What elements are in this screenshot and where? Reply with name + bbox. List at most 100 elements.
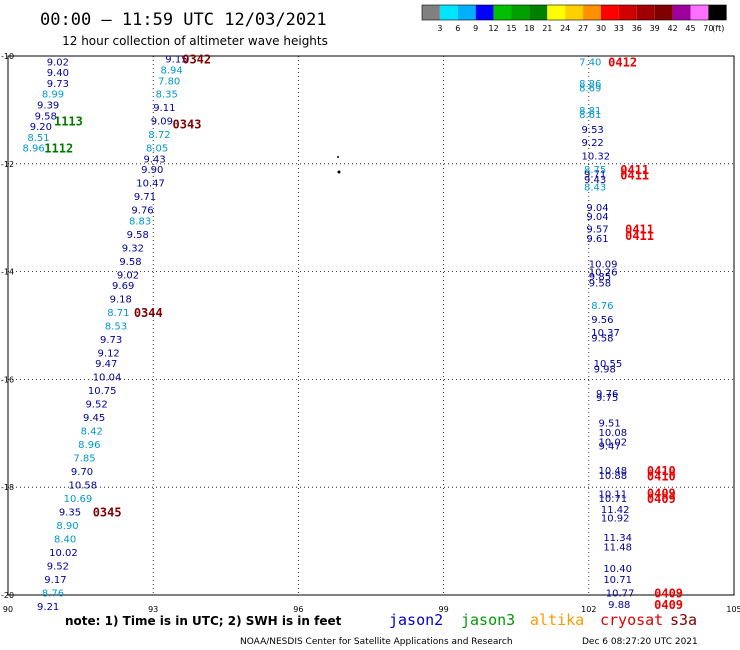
wave-height-label: 10.48 — [598, 466, 627, 477]
wave-height-label: 8.72 — [148, 130, 170, 141]
wave-height-label: 8.51 — [27, 133, 49, 144]
color-scale-label: 18 — [524, 24, 534, 33]
wave-height-label: 9.58 — [35, 111, 57, 122]
wave-height-label: 10.58 — [69, 481, 98, 492]
wave-height-label: 9.04 — [586, 212, 608, 223]
color-scale-label: 12 — [489, 24, 499, 33]
pass-time-label: 0410 — [647, 464, 676, 478]
color-scale-swatch — [636, 5, 655, 20]
color-scale-legend: 3 6 9 12 15 18 21 24 27 30 33 36 39 42 45 70(ft) — [421, 4, 727, 33]
color-scale-swatch — [708, 5, 727, 20]
wave-height-label: 10.71 — [598, 494, 627, 505]
y-tick-label: -14 — [1, 268, 14, 277]
pass-time-label: 0411 — [625, 222, 654, 236]
color-scale-label: 9 — [473, 24, 478, 33]
color-scale-swatch — [439, 5, 458, 20]
color-scale-label: 15 — [506, 24, 516, 33]
wave-height-label: 9.58 — [591, 333, 613, 344]
wave-height-label: 8.76 — [591, 301, 613, 312]
color-scale-label: 45 — [685, 24, 695, 33]
wave-height-label: 10.47 — [136, 179, 165, 190]
wave-height-label: 10.75 — [88, 386, 117, 397]
wave-height-label: 8.94 — [160, 65, 182, 76]
wave-height-label: 8.83 — [129, 216, 151, 227]
pass-time-label: 0342 — [182, 53, 211, 67]
wave-height-label: 10.88 — [598, 471, 627, 482]
y-tick-label: -10 — [1, 52, 14, 61]
wave-height-label: 9.70 — [71, 467, 93, 478]
wave-height-label: 9.17 — [44, 575, 66, 586]
wave-height-label: 8.40 — [54, 534, 76, 545]
pass-time-label: 0345 — [93, 505, 122, 519]
wave-height-label: 10.09 — [589, 260, 618, 271]
color-scale-swatch — [618, 5, 637, 20]
satellite-legend: jason2 jason3 altika cryosat s3a — [389, 611, 697, 629]
wave-height-label: 9.15 — [165, 55, 187, 66]
wave-height-label: 10.55 — [594, 359, 623, 370]
color-scale-swatch — [511, 5, 530, 20]
wave-height-labels: 9.029.409.738.999.399.589.208.518.969.15… — [23, 55, 635, 613]
pass-time-label: 0343 — [173, 117, 202, 131]
wave-height-label: 10.04 — [93, 373, 122, 384]
satellite-legend-s3a: s3a — [670, 611, 697, 629]
satellite-legend-cryosat: cryosat — [600, 611, 663, 629]
island-dot — [337, 170, 341, 174]
x-tick-label: 99 — [439, 605, 449, 614]
footer-note: note: 1) Time is in UTC; 2) SWH is in fe… — [65, 614, 342, 628]
wave-height-label: 11.48 — [603, 542, 632, 553]
plot-area: 90 93 96 99 102 105-10-12-14-16-18-20 9.029.4… — [1, 52, 740, 614]
color-scale-label: 27 — [578, 24, 588, 33]
wave-height-label: 8.96 — [78, 440, 100, 451]
pass-time-label: 0409 — [647, 492, 676, 506]
wave-height-label: 8.61 — [579, 110, 601, 121]
color-scale-swatch — [529, 5, 548, 20]
color-scale-swatch — [457, 5, 476, 20]
chart-subtitle: 12 hour collection of altimeter wave hei… — [62, 34, 328, 48]
color-scale-swatch — [565, 5, 584, 20]
wave-height-label: 8.90 — [56, 521, 78, 532]
pass-time-label: 0411 — [625, 229, 654, 243]
wave-height-label: 9.58 — [119, 257, 141, 268]
pass-time-label: 0410 — [647, 469, 676, 483]
pass-time-label: 0409 — [647, 487, 676, 501]
color-scale-label: 21 — [542, 24, 552, 33]
satellite-legend-altika: altika — [530, 611, 584, 629]
color-scale-swatch — [601, 5, 619, 20]
wave-height-label: 9.76 — [131, 206, 153, 217]
wave-height-label: 10.32 — [582, 152, 611, 163]
wave-height-label: 9.73 — [100, 335, 122, 346]
wave-height-label: 8.86 — [579, 79, 601, 90]
wave-height-label: 10.40 — [603, 564, 632, 575]
satellite-legend-jason2: jason2 — [389, 611, 443, 629]
wave-height-label: 9.09 — [151, 117, 173, 128]
wave-height-label: 9.47 — [95, 359, 117, 370]
wave-height-label: 9.71 — [584, 170, 606, 181]
color-scale-label: (ft) — [712, 24, 724, 33]
wave-height-label: 10.92 — [601, 513, 630, 524]
pass-time-label: 0409 — [654, 598, 683, 612]
wave-height-label: 8.96 — [23, 144, 45, 155]
wave-height-label: 9.69 — [112, 281, 134, 292]
pass-time-label: 0412 — [608, 55, 637, 69]
wave-height-label: 10.69 — [64, 494, 93, 505]
wave-height-label: 8.05 — [146, 144, 168, 155]
pass-time-label: 0344 — [134, 306, 163, 320]
wave-height-label: 9.58 — [127, 230, 149, 241]
wave-height-label: 9.11 — [153, 103, 175, 114]
wave-height-label: 11.42 — [601, 505, 630, 516]
color-scale-label: 36 — [632, 24, 642, 33]
color-scale-swatch — [547, 5, 566, 20]
pass-time-label: 0411 — [620, 163, 649, 177]
color-scale-label: 39 — [650, 24, 660, 33]
pass-time-label: 0409 — [654, 586, 683, 600]
color-scale-label: 24 — [560, 24, 570, 33]
wave-height-label: 9.98 — [594, 365, 616, 376]
wave-height-label: 10.71 — [603, 575, 632, 586]
wave-height-label: 10.02 — [49, 548, 78, 559]
wave-height-label: 9.35 — [59, 507, 81, 518]
axis-ticks: 90 93 96 99 102 105 -10 -12 -14 -16 -18 -20 — [1, 52, 740, 614]
wave-height-label: 8.99 — [42, 90, 64, 101]
wave-height-label: 9.43 — [144, 154, 166, 165]
color-scale-swatch — [583, 5, 601, 20]
color-scale-swatch — [654, 5, 673, 20]
